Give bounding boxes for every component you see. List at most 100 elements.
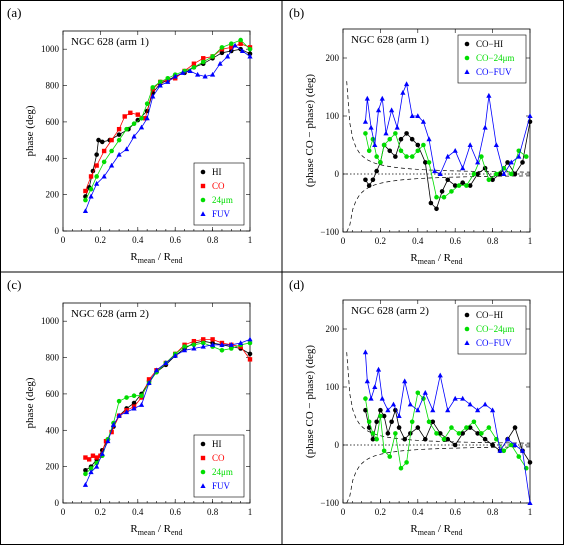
data-point (379, 395, 385, 401)
data-point (404, 154, 409, 159)
data-point (200, 343, 206, 349)
data-point (375, 107, 382, 113)
y-tick-label: 400 (46, 425, 60, 435)
legend: HI CO 24μm FUV (193, 162, 245, 226)
data-point (486, 177, 492, 183)
x-tick-label: 0.8 (207, 235, 219, 245)
data-point (415, 142, 421, 148)
data-point (146, 380, 152, 385)
data-point (143, 116, 148, 121)
data-point (138, 402, 145, 407)
data-point (131, 133, 137, 139)
data-point (409, 154, 415, 159)
data-point (224, 53, 231, 59)
data-point (527, 460, 533, 465)
data-point (421, 142, 426, 148)
panel-1: (a) 0 0.2 0.4 0.6 0.8 1 0 200 400 600 800 1000 Rmean … (7, 5, 253, 265)
data-point (191, 61, 197, 66)
data-point (123, 409, 130, 415)
data-point (452, 395, 458, 401)
data-point (467, 401, 473, 407)
data-point (238, 41, 243, 46)
series-line (85, 339, 251, 485)
data-point (445, 436, 451, 442)
data-point (83, 455, 88, 460)
series-CO-FUV (362, 349, 533, 505)
data-point (509, 171, 514, 177)
legend-label: 24μm (212, 195, 233, 205)
data-point (415, 407, 421, 413)
data-point (428, 200, 434, 206)
y-tick-label: 600 (46, 389, 60, 399)
data-point (456, 183, 462, 188)
legend-label: CO−FUV (476, 338, 512, 348)
data-point (370, 436, 376, 442)
data-point (385, 407, 391, 413)
data-point (452, 442, 458, 448)
data-point (426, 136, 432, 142)
data-point (191, 345, 197, 351)
data-point (247, 46, 253, 52)
series-CO-FUV (362, 81, 533, 176)
x-tick-label: 0.8 (207, 507, 219, 517)
legend-label: FUV (212, 481, 231, 491)
data-point (157, 82, 163, 88)
data-point (94, 174, 99, 179)
data-point (387, 136, 393, 142)
data-point (389, 419, 394, 425)
y-tick-label: 1000 (41, 44, 60, 54)
data-point (494, 171, 499, 177)
x-tick-label: 0.4 (412, 236, 424, 246)
data-point (464, 425, 469, 430)
data-point (110, 422, 117, 427)
data-point (94, 152, 99, 157)
data-point (527, 113, 533, 118)
data-point (415, 425, 421, 430)
data-point (109, 148, 114, 154)
data-point (163, 360, 169, 365)
series-CO-HI (363, 119, 533, 212)
x-tick-label: 0.4 (132, 507, 144, 517)
data-point (368, 395, 374, 401)
envelope-upper (346, 81, 530, 173)
panel-letter: (c) (7, 277, 21, 292)
data-point (482, 436, 488, 442)
y-tick-label: 100 (326, 382, 340, 392)
data-point (82, 208, 89, 213)
panel-letter: (b) (289, 5, 304, 20)
legend-marker (464, 326, 470, 332)
data-point (116, 137, 122, 143)
y-tick-label: 800 (46, 81, 60, 91)
x-tick-label: 0.2 (375, 236, 386, 246)
data-point (512, 425, 518, 430)
data-point (364, 95, 370, 101)
data-point (437, 431, 443, 436)
data-point (527, 500, 533, 505)
legend-marker (464, 312, 470, 318)
data-point (238, 340, 244, 345)
data-point (217, 60, 223, 66)
data-point (219, 45, 225, 50)
legend-label: CO−24μm (476, 53, 514, 63)
data-point (383, 130, 389, 136)
data-point (180, 70, 186, 75)
data-point (96, 137, 101, 143)
data-point (460, 395, 466, 401)
data-point (191, 342, 197, 348)
legend: CO−HI CO−24μm CO−FUV (457, 34, 527, 84)
series-line (85, 39, 251, 201)
data-point (86, 457, 92, 462)
data-point (441, 436, 447, 442)
data-point (210, 337, 215, 342)
data-point (415, 390, 421, 396)
legend-label: CO−24μm (476, 324, 514, 334)
legend-box (457, 34, 527, 84)
y-tick-label: 600 (46, 117, 60, 127)
data-point (390, 401, 397, 407)
legend-label: 24μm (212, 467, 233, 477)
data-point (200, 340, 206, 346)
x-tick-label: 0 (341, 236, 346, 246)
data-point (460, 180, 465, 185)
y-axis-label: (phase CO − phase) (deg) (304, 345, 316, 458)
data-point (445, 407, 451, 413)
